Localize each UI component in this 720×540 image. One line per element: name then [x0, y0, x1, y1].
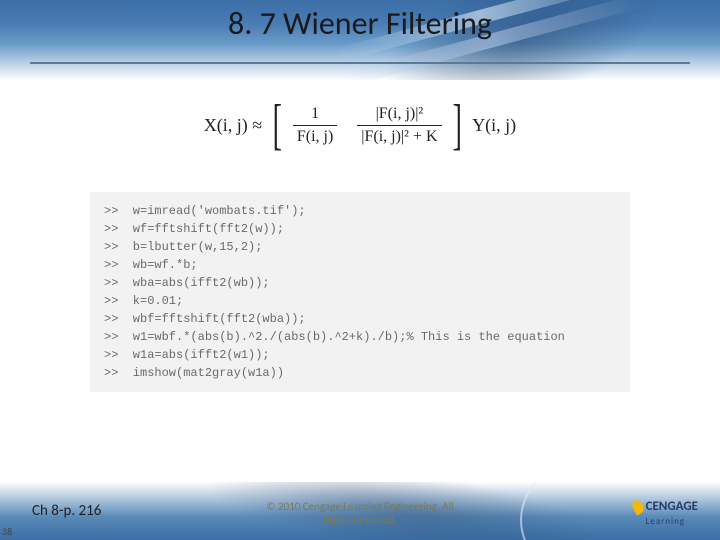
flame-icon: [630, 498, 646, 515]
frac1-den: F(i, j): [293, 125, 337, 146]
logo-top: CENGAGE: [646, 499, 698, 514]
code-block: >> w=imread('wombats.tif');>> wf=fftshif…: [90, 192, 630, 392]
code-line: >> w1=wbf.*(abs(b).^2./(abs(b).^2+k)./b)…: [104, 328, 616, 346]
bracket-right: ]: [452, 100, 461, 150]
equation-rhs: Y(i, j): [472, 115, 516, 136]
copyright-text: © 2010 Cengage Learning Engineering. All…: [0, 500, 720, 526]
code-line: >> w=imread('wombats.tif');: [104, 202, 616, 220]
code-line: >> imshow(mat2gray(w1a)): [104, 364, 616, 382]
slide-number: 38: [2, 525, 12, 538]
code-line: >> b=lbutter(w,15,2);: [104, 238, 616, 256]
frac1-num: 1: [307, 105, 323, 125]
frac2-num: |F(i, j)|²: [372, 105, 428, 125]
code-line: >> w1a=abs(ifft2(w1));: [104, 346, 616, 364]
copyright-line1: © 2010 Cengage Learning Engineering. All: [266, 500, 453, 513]
frac2-den: |F(i, j)|² + K: [357, 125, 441, 146]
fraction-1: 1 F(i, j): [293, 105, 337, 146]
code-line: >> wba=abs(ifft2(wb));: [104, 274, 616, 292]
logo-bottom: Learning: [646, 516, 685, 527]
code-line: >> wbf=fftshift(fft2(wba));: [104, 310, 616, 328]
code-line: >> wb=wf.*b;: [104, 256, 616, 274]
equation-lhs: X(i, j) ≈: [204, 115, 262, 136]
slide: 8. 7 Wiener Filtering X(i, j) ≈ [ 1 F(i,…: [0, 0, 720, 540]
copyright-line2: Rights Reserved.: [323, 513, 397, 526]
code-line: >> k=0.01;: [104, 292, 616, 310]
fraction-2: |F(i, j)|² |F(i, j)|² + K: [357, 105, 441, 146]
slide-title: 8. 7 Wiener Filtering: [0, 4, 720, 43]
publisher-logo: CENGAGE Learning: [633, 500, 698, 528]
title-underline: [30, 62, 690, 64]
bracket-left: [: [273, 100, 282, 150]
code-line: >> wf=fftshift(fft2(w));: [104, 220, 616, 238]
equation: X(i, j) ≈ [ 1 F(i, j) |F(i, j)|² |F(i, j…: [0, 100, 720, 150]
